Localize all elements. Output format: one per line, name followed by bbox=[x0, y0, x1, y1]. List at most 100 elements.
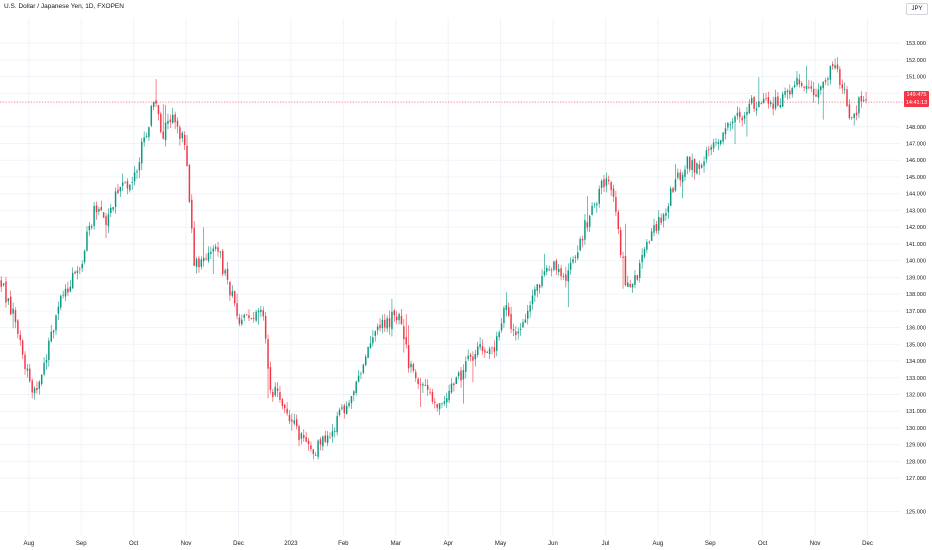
candle-body bbox=[136, 171, 138, 173]
candle-body bbox=[162, 131, 164, 139]
candle-body bbox=[305, 437, 307, 442]
candle-body bbox=[90, 226, 93, 228]
candle-body bbox=[267, 339, 269, 369]
candle-body bbox=[422, 384, 424, 386]
candle-body bbox=[691, 160, 693, 171]
candle-body bbox=[853, 113, 855, 119]
candle-body bbox=[793, 85, 796, 88]
candle-body bbox=[360, 373, 362, 375]
candle-body bbox=[841, 84, 843, 89]
candle-body bbox=[81, 264, 83, 269]
candle-body bbox=[505, 305, 508, 310]
candle-body bbox=[555, 260, 558, 271]
candle-body bbox=[531, 295, 534, 305]
candle-body bbox=[372, 337, 374, 344]
candle-body bbox=[398, 314, 400, 321]
chart-title: U.S. Dollar / Japanese Yen, 1D, FXOPEN bbox=[4, 3, 124, 10]
candle-body bbox=[79, 268, 81, 270]
candle-body bbox=[448, 390, 450, 401]
time-tick-label: Oct bbox=[129, 541, 139, 547]
candle-body bbox=[762, 98, 765, 103]
price-tick-label: 132.000 bbox=[906, 393, 926, 399]
candle-body bbox=[534, 289, 536, 296]
candle-body bbox=[591, 205, 593, 215]
candle-body bbox=[519, 328, 522, 330]
candle-body bbox=[860, 95, 863, 101]
candle-body bbox=[441, 403, 443, 405]
price-tick-label: 133.000 bbox=[906, 376, 926, 382]
price-axis[interactable]: 125.000 127.000 128.000 129.000 130.000 131.0… bbox=[906, 41, 926, 516]
candle-body bbox=[169, 119, 172, 123]
candle-body bbox=[803, 86, 805, 88]
candle-body bbox=[241, 319, 243, 325]
candle-body bbox=[493, 347, 496, 352]
candle-body bbox=[200, 259, 203, 267]
candle-body bbox=[36, 387, 38, 391]
candle-body bbox=[171, 114, 174, 123]
candle-body bbox=[279, 392, 281, 400]
candle-body bbox=[255, 311, 257, 321]
candle-body bbox=[226, 268, 229, 280]
candle-body bbox=[400, 315, 403, 325]
candle-body bbox=[405, 337, 407, 345]
candle-body bbox=[310, 445, 312, 450]
candle-body bbox=[207, 252, 210, 261]
candle-body bbox=[648, 241, 650, 243]
candle-body bbox=[600, 180, 603, 188]
candle-body bbox=[672, 187, 674, 193]
candle-body bbox=[143, 137, 145, 143]
candle-body bbox=[527, 310, 529, 319]
candle-body bbox=[14, 310, 17, 323]
candle-body bbox=[426, 385, 429, 390]
time-tick-label: Dec bbox=[233, 541, 244, 547]
candle-body bbox=[467, 355, 469, 360]
time-axis[interactable]: Aug Sep Oct Nov Dec 2023 Feb Mar Apr May Jun Jul Aug… bbox=[23, 541, 872, 547]
candle-body bbox=[331, 431, 334, 437]
candle-body bbox=[469, 354, 472, 357]
candle-body bbox=[669, 188, 672, 206]
candle-body bbox=[724, 128, 727, 135]
candle-body bbox=[820, 86, 822, 91]
candle-body bbox=[248, 315, 250, 319]
candle-body bbox=[188, 164, 191, 202]
candle-body bbox=[245, 314, 248, 316]
candle-body bbox=[789, 90, 791, 95]
candle-body bbox=[438, 403, 441, 410]
candle-body bbox=[317, 440, 319, 457]
candle-body bbox=[612, 188, 615, 197]
price-tick-label: 153.000 bbox=[906, 41, 926, 47]
last-price-tag: 149.475 14:41:13 bbox=[904, 91, 929, 107]
time-tick-label: Nov bbox=[181, 541, 192, 547]
candle-body bbox=[488, 348, 491, 355]
candle-body bbox=[117, 189, 119, 194]
candle-body bbox=[262, 310, 265, 317]
candle-body bbox=[157, 105, 160, 115]
candle-body bbox=[276, 388, 279, 391]
time-tick-label: Sep bbox=[705, 541, 716, 547]
candle-body bbox=[419, 384, 422, 386]
candle-body bbox=[412, 364, 415, 371]
candle-body bbox=[636, 275, 639, 280]
candle-body bbox=[155, 100, 157, 104]
currency-badge[interactable]: JPY bbox=[906, 3, 928, 15]
candle-body bbox=[195, 258, 198, 267]
candle-body bbox=[753, 97, 755, 110]
candle-body bbox=[379, 324, 381, 329]
candle-body bbox=[29, 368, 31, 382]
candle-body bbox=[357, 375, 360, 382]
candle-body bbox=[486, 352, 488, 353]
candle-body bbox=[758, 101, 760, 108]
candle-body bbox=[603, 179, 605, 188]
candle-body bbox=[102, 212, 105, 218]
candle-body bbox=[443, 401, 446, 404]
candle-body bbox=[345, 405, 348, 414]
candle-body bbox=[705, 150, 708, 160]
time-tick-label: Aug bbox=[23, 541, 34, 547]
candle-body bbox=[610, 182, 612, 191]
candle-body bbox=[617, 212, 620, 230]
candle-body bbox=[734, 116, 736, 123]
candle-body bbox=[481, 346, 484, 351]
candle-body bbox=[536, 284, 539, 291]
candle-body bbox=[524, 319, 527, 323]
candle-body bbox=[326, 435, 329, 444]
